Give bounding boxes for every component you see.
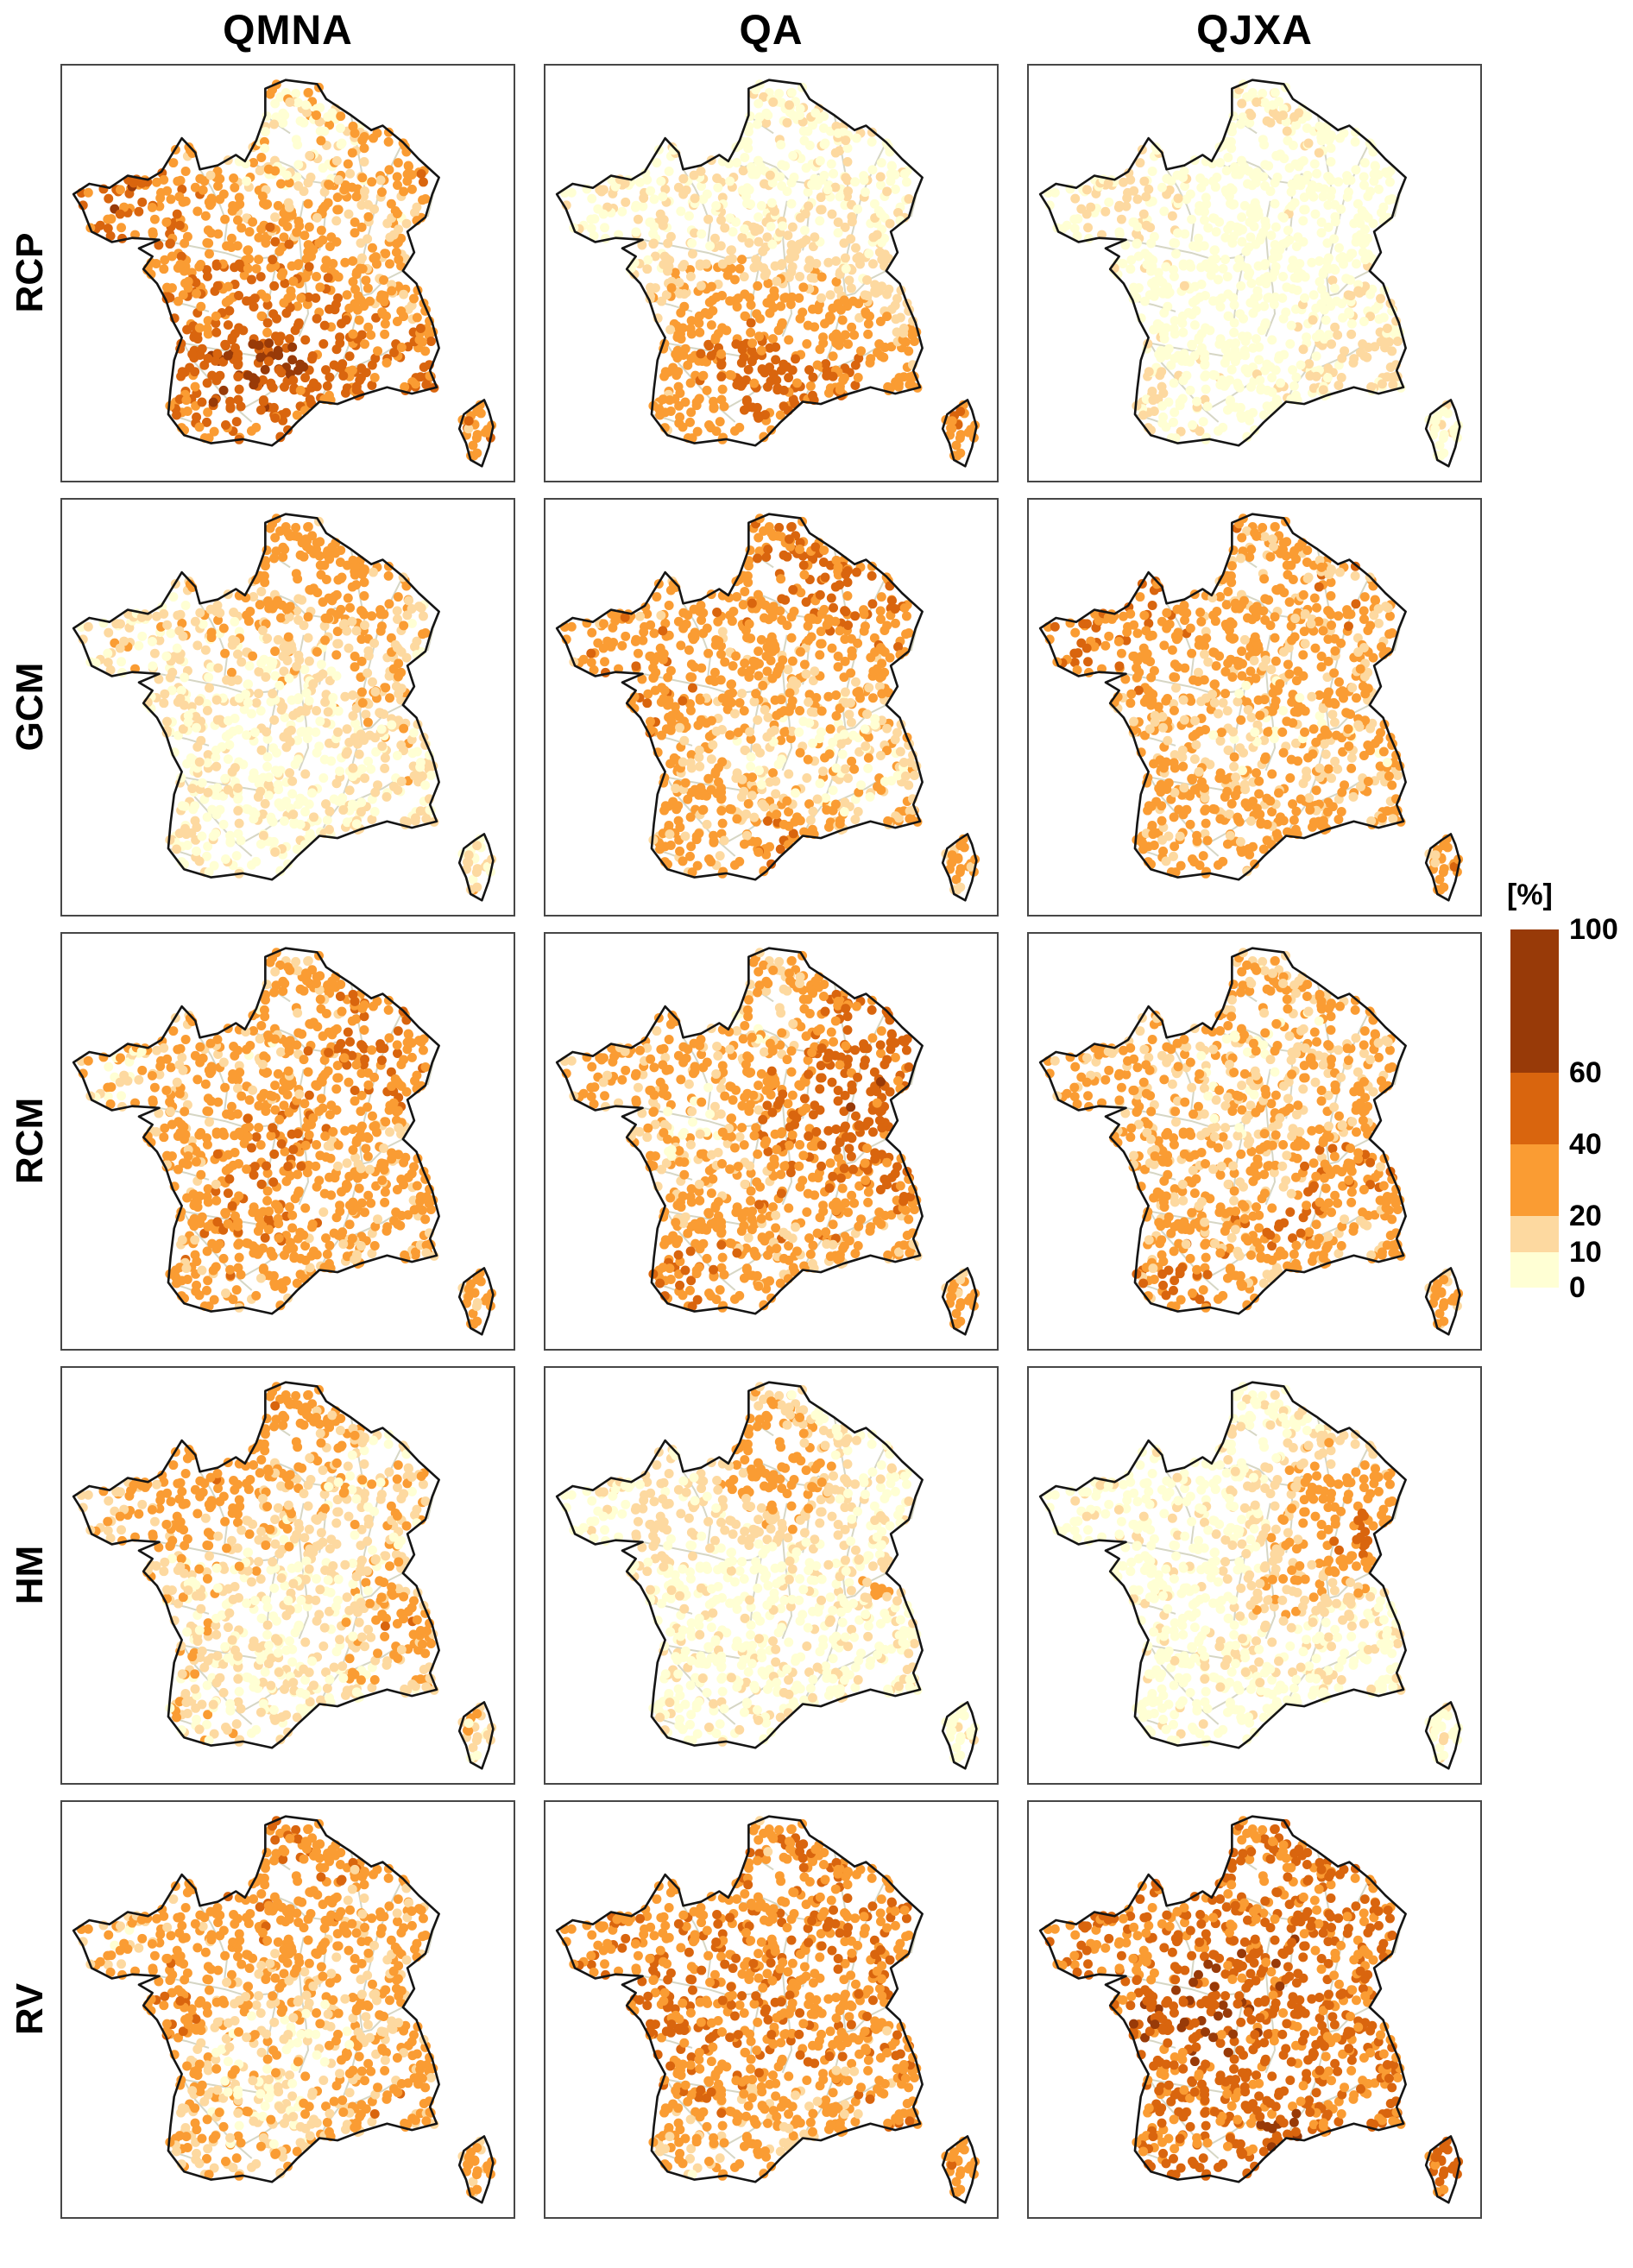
- map-panel-HM-QMNA: [60, 1366, 515, 1785]
- legend-segment-60-100: [1510, 929, 1559, 1073]
- legend-segment-10-20: [1510, 1216, 1559, 1252]
- france-outline: [1038, 513, 1407, 881]
- france-outline: [72, 1815, 440, 2183]
- france-map: [72, 513, 497, 902]
- corsica-outline: [941, 2135, 978, 2204]
- station-dots: [1043, 513, 1464, 895]
- legend-tick-40: 40: [1569, 1128, 1602, 1161]
- corsica-outline: [1424, 1267, 1461, 1336]
- row-label-rv: RV: [9, 1982, 51, 2036]
- corsica-outline: [1424, 833, 1461, 902]
- france-map: [72, 1815, 497, 2204]
- station-dots: [1043, 1382, 1464, 1763]
- france-outline: [555, 513, 924, 881]
- legend-segment-40-60: [1510, 1073, 1559, 1144]
- france-map: [1038, 1815, 1464, 2204]
- legend-tick-20: 20: [1569, 1200, 1602, 1232]
- france-outline: [1038, 1815, 1407, 2183]
- station-dots: [76, 1816, 497, 2197]
- france-outline: [555, 1381, 924, 1749]
- corsica-outline: [941, 399, 978, 468]
- france-map: [72, 947, 497, 1336]
- column-header-qmna: QMNA: [223, 8, 353, 54]
- france-map: [72, 1381, 497, 1770]
- map-panel-RCM-QA: [544, 932, 999, 1351]
- corsica-outline: [1424, 2135, 1461, 2204]
- station-dots: [76, 513, 497, 895]
- row-label-rcp: RCP: [9, 232, 51, 313]
- france-outline: [72, 1381, 440, 1749]
- map-panel-RCP-QJXA: [1027, 64, 1482, 482]
- row-label-gcm: GCM: [9, 662, 51, 752]
- map-panel-RCM-QJXA: [1027, 932, 1482, 1351]
- row-label-rcm: RCM: [9, 1097, 51, 1185]
- map-panel-RCM-QMNA: [60, 932, 515, 1351]
- france-map: [555, 1815, 980, 2204]
- france-map: [555, 513, 980, 902]
- map-panel-RV-QMNA: [60, 1800, 515, 2219]
- france-map: [555, 1381, 980, 1770]
- france-map: [72, 79, 497, 468]
- legend-segment-20-40: [1510, 1144, 1559, 1216]
- corsica-outline: [457, 399, 495, 468]
- legend-color-bar: [1510, 929, 1559, 1288]
- station-dots: [559, 948, 980, 1329]
- france-outline: [1038, 1381, 1407, 1749]
- france-outline: [1038, 79, 1407, 447]
- france-outline: [1038, 947, 1407, 1315]
- france-outline: [72, 947, 440, 1315]
- corsica-outline: [457, 1701, 495, 1770]
- corsica-outline: [941, 1701, 978, 1770]
- map-panel-HM-QA: [544, 1366, 999, 1785]
- france-map: [555, 947, 980, 1336]
- map-panel-GCM-QMNA: [60, 498, 515, 917]
- legend-unit-label: [%]: [1507, 879, 1553, 911]
- legend-tick-100: 100: [1569, 913, 1618, 946]
- france-map: [1038, 513, 1464, 902]
- legend-tick-60: 60: [1569, 1056, 1602, 1089]
- legend-tick-0: 0: [1569, 1271, 1586, 1304]
- corsica-outline: [941, 1267, 978, 1336]
- column-header-qa: QA: [739, 8, 804, 54]
- map-panel-GCM-QJXA: [1027, 498, 1482, 917]
- station-dots: [559, 1816, 980, 2197]
- map-panel-GCM-QA: [544, 498, 999, 917]
- station-dots: [76, 948, 497, 1329]
- row-label-hm: HM: [9, 1545, 51, 1605]
- corsica-outline: [1424, 399, 1461, 468]
- map-panel-HM-QJXA: [1027, 1366, 1482, 1785]
- column-header-qjxa: QJXA: [1196, 8, 1313, 54]
- station-dots: [1043, 79, 1464, 461]
- france-outline: [555, 947, 924, 1315]
- map-panel-RV-QA: [544, 1800, 999, 2219]
- france-map: [1038, 79, 1464, 468]
- corsica-outline: [457, 833, 495, 902]
- france-map: [555, 79, 980, 468]
- corsica-outline: [457, 2135, 495, 2204]
- corsica-outline: [457, 1267, 495, 1336]
- corsica-outline: [1424, 1701, 1461, 1770]
- france-outline: [72, 79, 440, 447]
- station-dots: [559, 1382, 980, 1763]
- france-map: [1038, 1381, 1464, 1770]
- legend-segment-0-10: [1510, 1251, 1559, 1288]
- map-panel-RV-QJXA: [1027, 1800, 1482, 2219]
- map-panel-RCP-QMNA: [60, 64, 515, 482]
- france-outline: [555, 1815, 924, 2183]
- map-panel-RCP-QA: [544, 64, 999, 482]
- station-dots: [1043, 1816, 1464, 2197]
- france-map: [1038, 947, 1464, 1336]
- legend-tick-10: 10: [1569, 1235, 1602, 1269]
- france-outline: [72, 513, 440, 881]
- france-outline: [555, 79, 924, 447]
- corsica-outline: [941, 833, 978, 902]
